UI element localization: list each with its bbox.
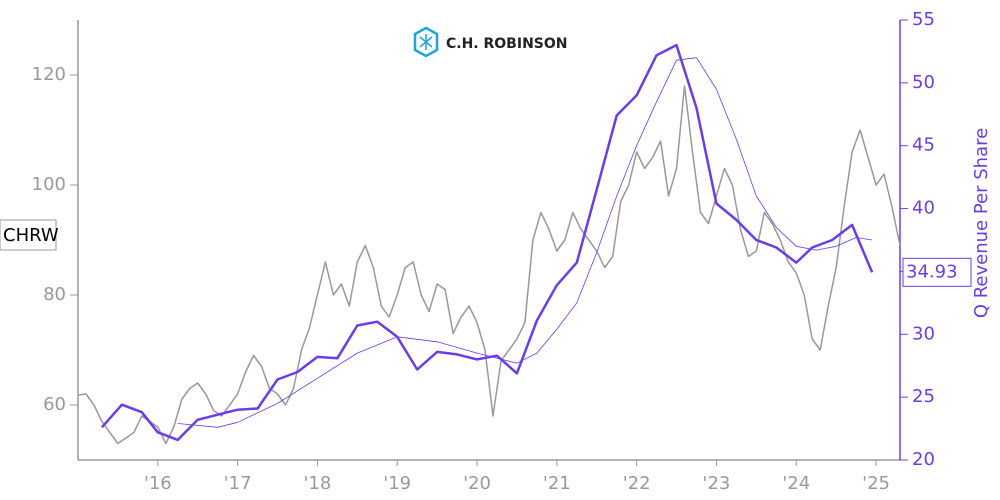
y2-tick-label: 40 xyxy=(912,198,935,219)
y2-tick-label: 20 xyxy=(912,449,935,470)
series-line xyxy=(77,85,901,445)
x-tick-label: '25 xyxy=(862,473,890,494)
logo-icon xyxy=(413,26,439,58)
y2-tick-label: 30 xyxy=(912,323,935,344)
logo-text: C.H. ROBINSON xyxy=(446,36,567,52)
y-tick-label: 100 xyxy=(32,174,66,195)
y-label: CHRW xyxy=(3,225,59,246)
value-label-box xyxy=(902,257,972,287)
y-tick-label: 120 xyxy=(32,64,66,85)
logo-icon-detail xyxy=(419,34,433,50)
x-tick-label: '23 xyxy=(703,473,731,494)
y2-label: Q Revenue Per Share xyxy=(971,128,992,318)
x-tick-label: '21 xyxy=(543,473,571,494)
x-tick-label: '16 xyxy=(144,473,172,494)
y-tick-label: 60 xyxy=(43,394,66,415)
y-label-box xyxy=(0,219,57,251)
y2-tick-label: 55 xyxy=(912,9,935,30)
value-label: 34.93 xyxy=(906,261,958,282)
x-tick-label: '20 xyxy=(463,473,491,494)
y2-tick-label: 25 xyxy=(912,386,935,407)
y2-tick-label: 45 xyxy=(912,135,935,156)
x-tick-label: '19 xyxy=(383,473,411,494)
x-tick-label: '18 xyxy=(303,473,331,494)
series-line xyxy=(100,43,874,442)
series-line xyxy=(177,57,873,428)
y2-tick-label: 50 xyxy=(912,72,935,93)
x-tick-label: '17 xyxy=(224,473,252,494)
logo: C.H. ROBINSON xyxy=(413,26,567,58)
x-tick-label: '22 xyxy=(623,473,651,494)
y-tick-label: 80 xyxy=(43,284,66,305)
x-tick-label: '24 xyxy=(782,473,810,494)
